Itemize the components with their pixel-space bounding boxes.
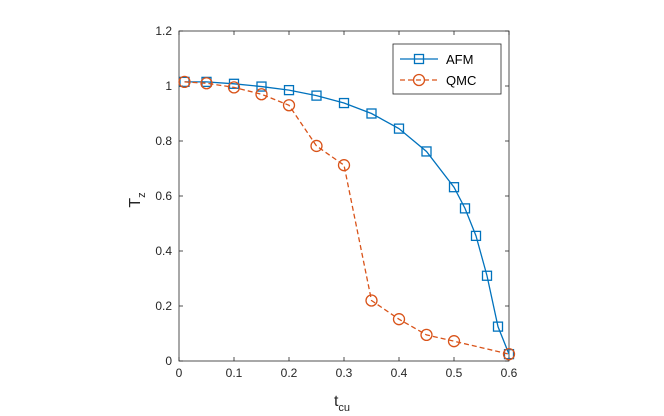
data-point-afm [503,348,515,360]
data-point-afm [448,182,460,193]
data-point-qmc [420,328,433,342]
data-point-qmc [365,294,378,307]
y-tick-label: 0.4 [155,244,172,258]
data-point-afm [470,230,482,242]
data-point-qmc [337,159,351,172]
legend-box [392,43,502,95]
series-line-afm [184,81,510,355]
legend-qmc-marker [412,73,426,87]
y-axis-label: Tz [127,192,148,207]
data-point-afm [311,90,322,101]
x-tick-label: 0.1 [226,366,243,380]
data-point-afm [338,97,350,109]
legend: AFM QMC [392,43,502,95]
y-tick-label: 0.2 [155,299,172,313]
data-point-qmc [310,139,323,153]
data-point-qmc [392,313,406,326]
legend-afm-marker [413,53,425,65]
x-tick-label: 0.2 [281,366,298,380]
x-tick-label: 0.4 [391,366,408,380]
data-point-afm [459,203,471,214]
y-tick-label: 0.8 [155,134,172,148]
data-point-qmc [227,81,241,94]
data-point-afm [481,270,493,281]
legend-afm-label: AFM [446,52,473,67]
data-point-afm [366,108,377,119]
y-tick-label: 1.2 [155,24,172,38]
data-point-afm [393,123,405,134]
x-axis-label: tcu [334,393,350,414]
data-point-qmc [282,99,296,112]
x-tick-label: 0.3 [336,366,353,380]
x-tick-label: 0.5 [446,366,463,380]
data-point-qmc [200,77,213,90]
data-point-qmc [502,347,516,361]
data-point-qmc [178,75,191,89]
data-point-afm [283,84,295,96]
x-tick-label: 0 [176,366,183,380]
x-tick-label: 0.6 [501,366,518,380]
data-point-afm [421,146,432,157]
series-layer [178,75,516,361]
y-axis: 0 0.2 0.4 0.6 0.8 1 1.2 [155,24,509,368]
y-tick-label: 0 [165,354,172,368]
x-axis: 0 0.1 0.2 0.3 0.4 0.5 0.6 [176,31,518,380]
data-point-qmc [255,88,268,101]
legend-qmc-label: QMC [446,73,476,88]
data-point-afm [256,81,267,92]
data-point-afm [492,321,504,332]
data-point-qmc [447,335,461,348]
y-tick-label: 0.6 [155,189,172,203]
y-tick-label: 1 [165,79,172,93]
